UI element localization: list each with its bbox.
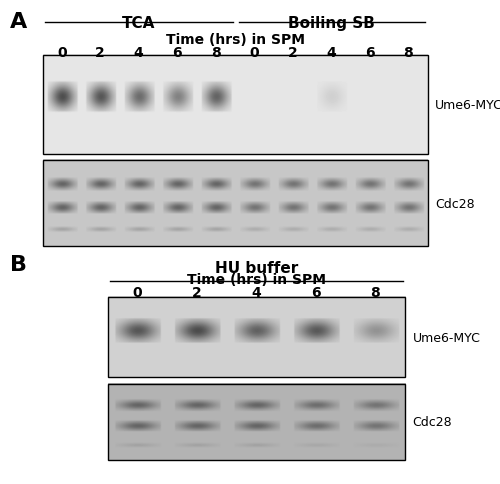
Text: 2: 2 bbox=[96, 45, 105, 60]
Text: 2: 2 bbox=[192, 286, 202, 300]
Text: 6: 6 bbox=[172, 45, 182, 60]
Text: 6: 6 bbox=[311, 286, 320, 300]
Text: A: A bbox=[10, 12, 27, 32]
Text: 2: 2 bbox=[288, 45, 298, 60]
Text: Boiling SB: Boiling SB bbox=[288, 15, 374, 30]
Bar bbox=[42, 161, 428, 247]
Text: Ume6-MYC: Ume6-MYC bbox=[412, 331, 480, 344]
Text: 0: 0 bbox=[132, 286, 142, 300]
Bar bbox=[108, 384, 405, 460]
Text: Cdc28: Cdc28 bbox=[435, 197, 474, 210]
Text: Time (hrs) in SPM: Time (hrs) in SPM bbox=[187, 272, 326, 286]
Text: Cdc28: Cdc28 bbox=[412, 415, 452, 428]
Bar bbox=[108, 298, 405, 378]
Text: 0: 0 bbox=[57, 45, 66, 60]
Text: TCA: TCA bbox=[122, 15, 156, 30]
Text: B: B bbox=[10, 254, 27, 274]
Bar bbox=[42, 56, 428, 155]
Text: 8: 8 bbox=[211, 45, 220, 60]
Text: 4: 4 bbox=[326, 45, 336, 60]
Text: 4: 4 bbox=[134, 45, 143, 60]
Text: 8: 8 bbox=[370, 286, 380, 300]
Text: HU buffer: HU buffer bbox=[214, 260, 298, 275]
Text: 0: 0 bbox=[250, 45, 259, 60]
Text: 6: 6 bbox=[365, 45, 374, 60]
Text: Time (hrs) in SPM: Time (hrs) in SPM bbox=[166, 33, 304, 47]
Text: Ume6-MYC: Ume6-MYC bbox=[435, 99, 500, 112]
Text: 8: 8 bbox=[404, 45, 413, 60]
Text: 4: 4 bbox=[252, 286, 261, 300]
